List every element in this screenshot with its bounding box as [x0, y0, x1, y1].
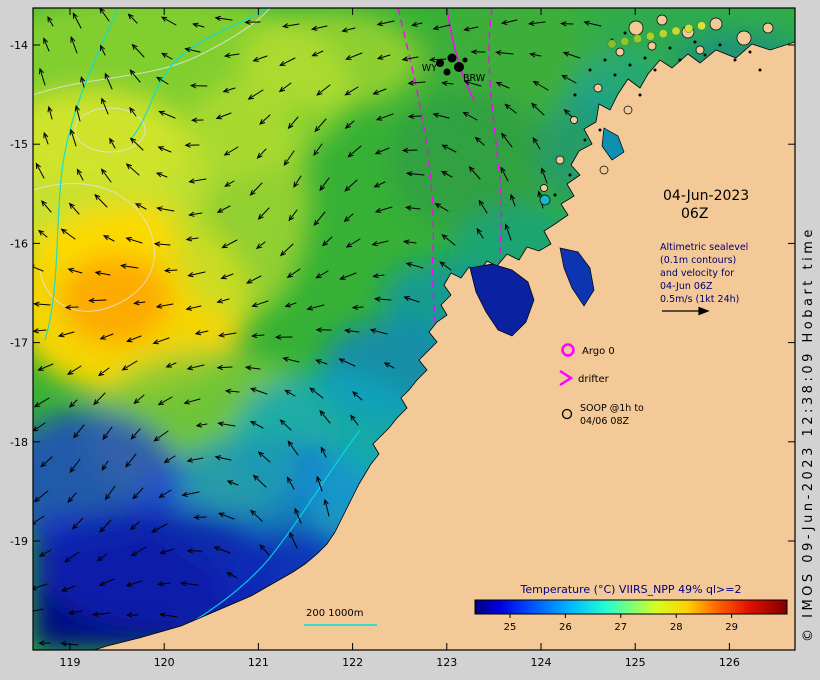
depth-legend-label: 200 1000m: [306, 608, 363, 619]
axis-ticks: [33, 8, 795, 650]
colorbar-tick-label: 25: [504, 622, 517, 633]
argo-label: Argo 0: [582, 346, 615, 357]
datetime-line1: 04-Jun-2023: [663, 188, 749, 204]
credit-text: © IMOS 09-Jun-2023 12:38:09 Hobart time: [801, 226, 816, 642]
buoy-track-dots: [607, 21, 707, 49]
lat-tick-label: -16: [10, 237, 28, 250]
land-mass: [93, 41, 795, 650]
soop-label-line1: SOOP @1h to: [580, 403, 644, 414]
drifter-symbol: [559, 369, 574, 387]
colorbar: [474, 599, 788, 615]
velocity-arrows: [33, 8, 602, 647]
datetime-line2: 06Z: [681, 206, 708, 222]
coastal-inlets: [469, 127, 625, 337]
altimetry-note: Altimetric sealevel (0.1m contours) and ve…: [660, 242, 748, 305]
drifter-label: drifter: [578, 374, 610, 385]
lat-tick-label: -19: [10, 535, 28, 548]
lon-tick-label: 125: [625, 656, 646, 669]
lon-tick-label: 121: [248, 656, 269, 669]
lat-tick-label: -17: [10, 337, 28, 350]
colorbar-tick-label: 28: [670, 622, 683, 633]
station-label-wy: WY: [422, 63, 437, 74]
lon-tick-label: 120: [154, 656, 175, 669]
station-dots: [436, 53, 468, 76]
argo-symbol: [561, 343, 575, 357]
lon-tick-label: 123: [436, 656, 457, 669]
colorbar-ticks: 25 26 27 28 29: [504, 614, 738, 633]
map-frame: [32, 7, 796, 651]
station-label-brw: BRW: [463, 73, 486, 84]
lat-tick-label: -14: [10, 39, 28, 52]
lon-tick-label: 124: [531, 656, 552, 669]
lon-tick-label: 122: [342, 656, 363, 669]
colorbar-tick-label: 27: [614, 622, 627, 633]
axis-labels: 119 120 121 122 123 124 125 126 -14 -15 -16 -17 -18 -…: [10, 39, 740, 669]
islands: [540, 14, 774, 192]
soop-symbol: [561, 408, 573, 420]
soop-label-line2: 04/06 08Z: [580, 416, 629, 427]
lat-tick-label: -15: [10, 138, 28, 151]
ocean-sst-field: [33, 8, 795, 650]
colorbar-tick-label: 26: [559, 622, 572, 633]
lat-tick-label: -18: [10, 436, 28, 449]
colorbar-title: Temperature (°C) VIIRS_NPP 49% ql>=2: [520, 583, 742, 596]
lon-tick-label: 126: [719, 656, 740, 669]
velocity-scale-arrow: [662, 306, 710, 316]
colorbar-tick-label: 29: [725, 622, 738, 633]
lon-tick-label: 119: [60, 656, 81, 669]
